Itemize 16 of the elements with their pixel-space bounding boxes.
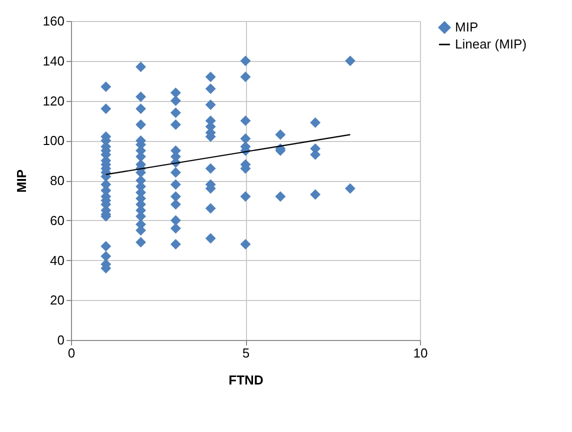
y-tick-label: 120: [42, 93, 64, 108]
y-tick-label: 140: [42, 53, 64, 68]
y-tick-label: 60: [50, 212, 64, 228]
x-tick-label: 10: [413, 346, 428, 360]
y-tick-label: 40: [50, 252, 64, 268]
x-axis-title: FTND: [228, 372, 264, 388]
y-tick-label: 100: [42, 133, 64, 148]
y-tick-label: 0: [57, 332, 64, 348]
y-tick-label: 80: [50, 173, 64, 188]
legend-label: Linear (MIP): [455, 36, 527, 52]
y-axis-title: MIP: [14, 169, 29, 193]
x-tick-label: 5: [242, 346, 250, 360]
x-tick-label: 0: [68, 346, 76, 360]
legend-label: MIP: [455, 20, 478, 34]
y-tick-label: 160: [42, 14, 64, 28]
y-tick-label: 20: [50, 292, 64, 308]
